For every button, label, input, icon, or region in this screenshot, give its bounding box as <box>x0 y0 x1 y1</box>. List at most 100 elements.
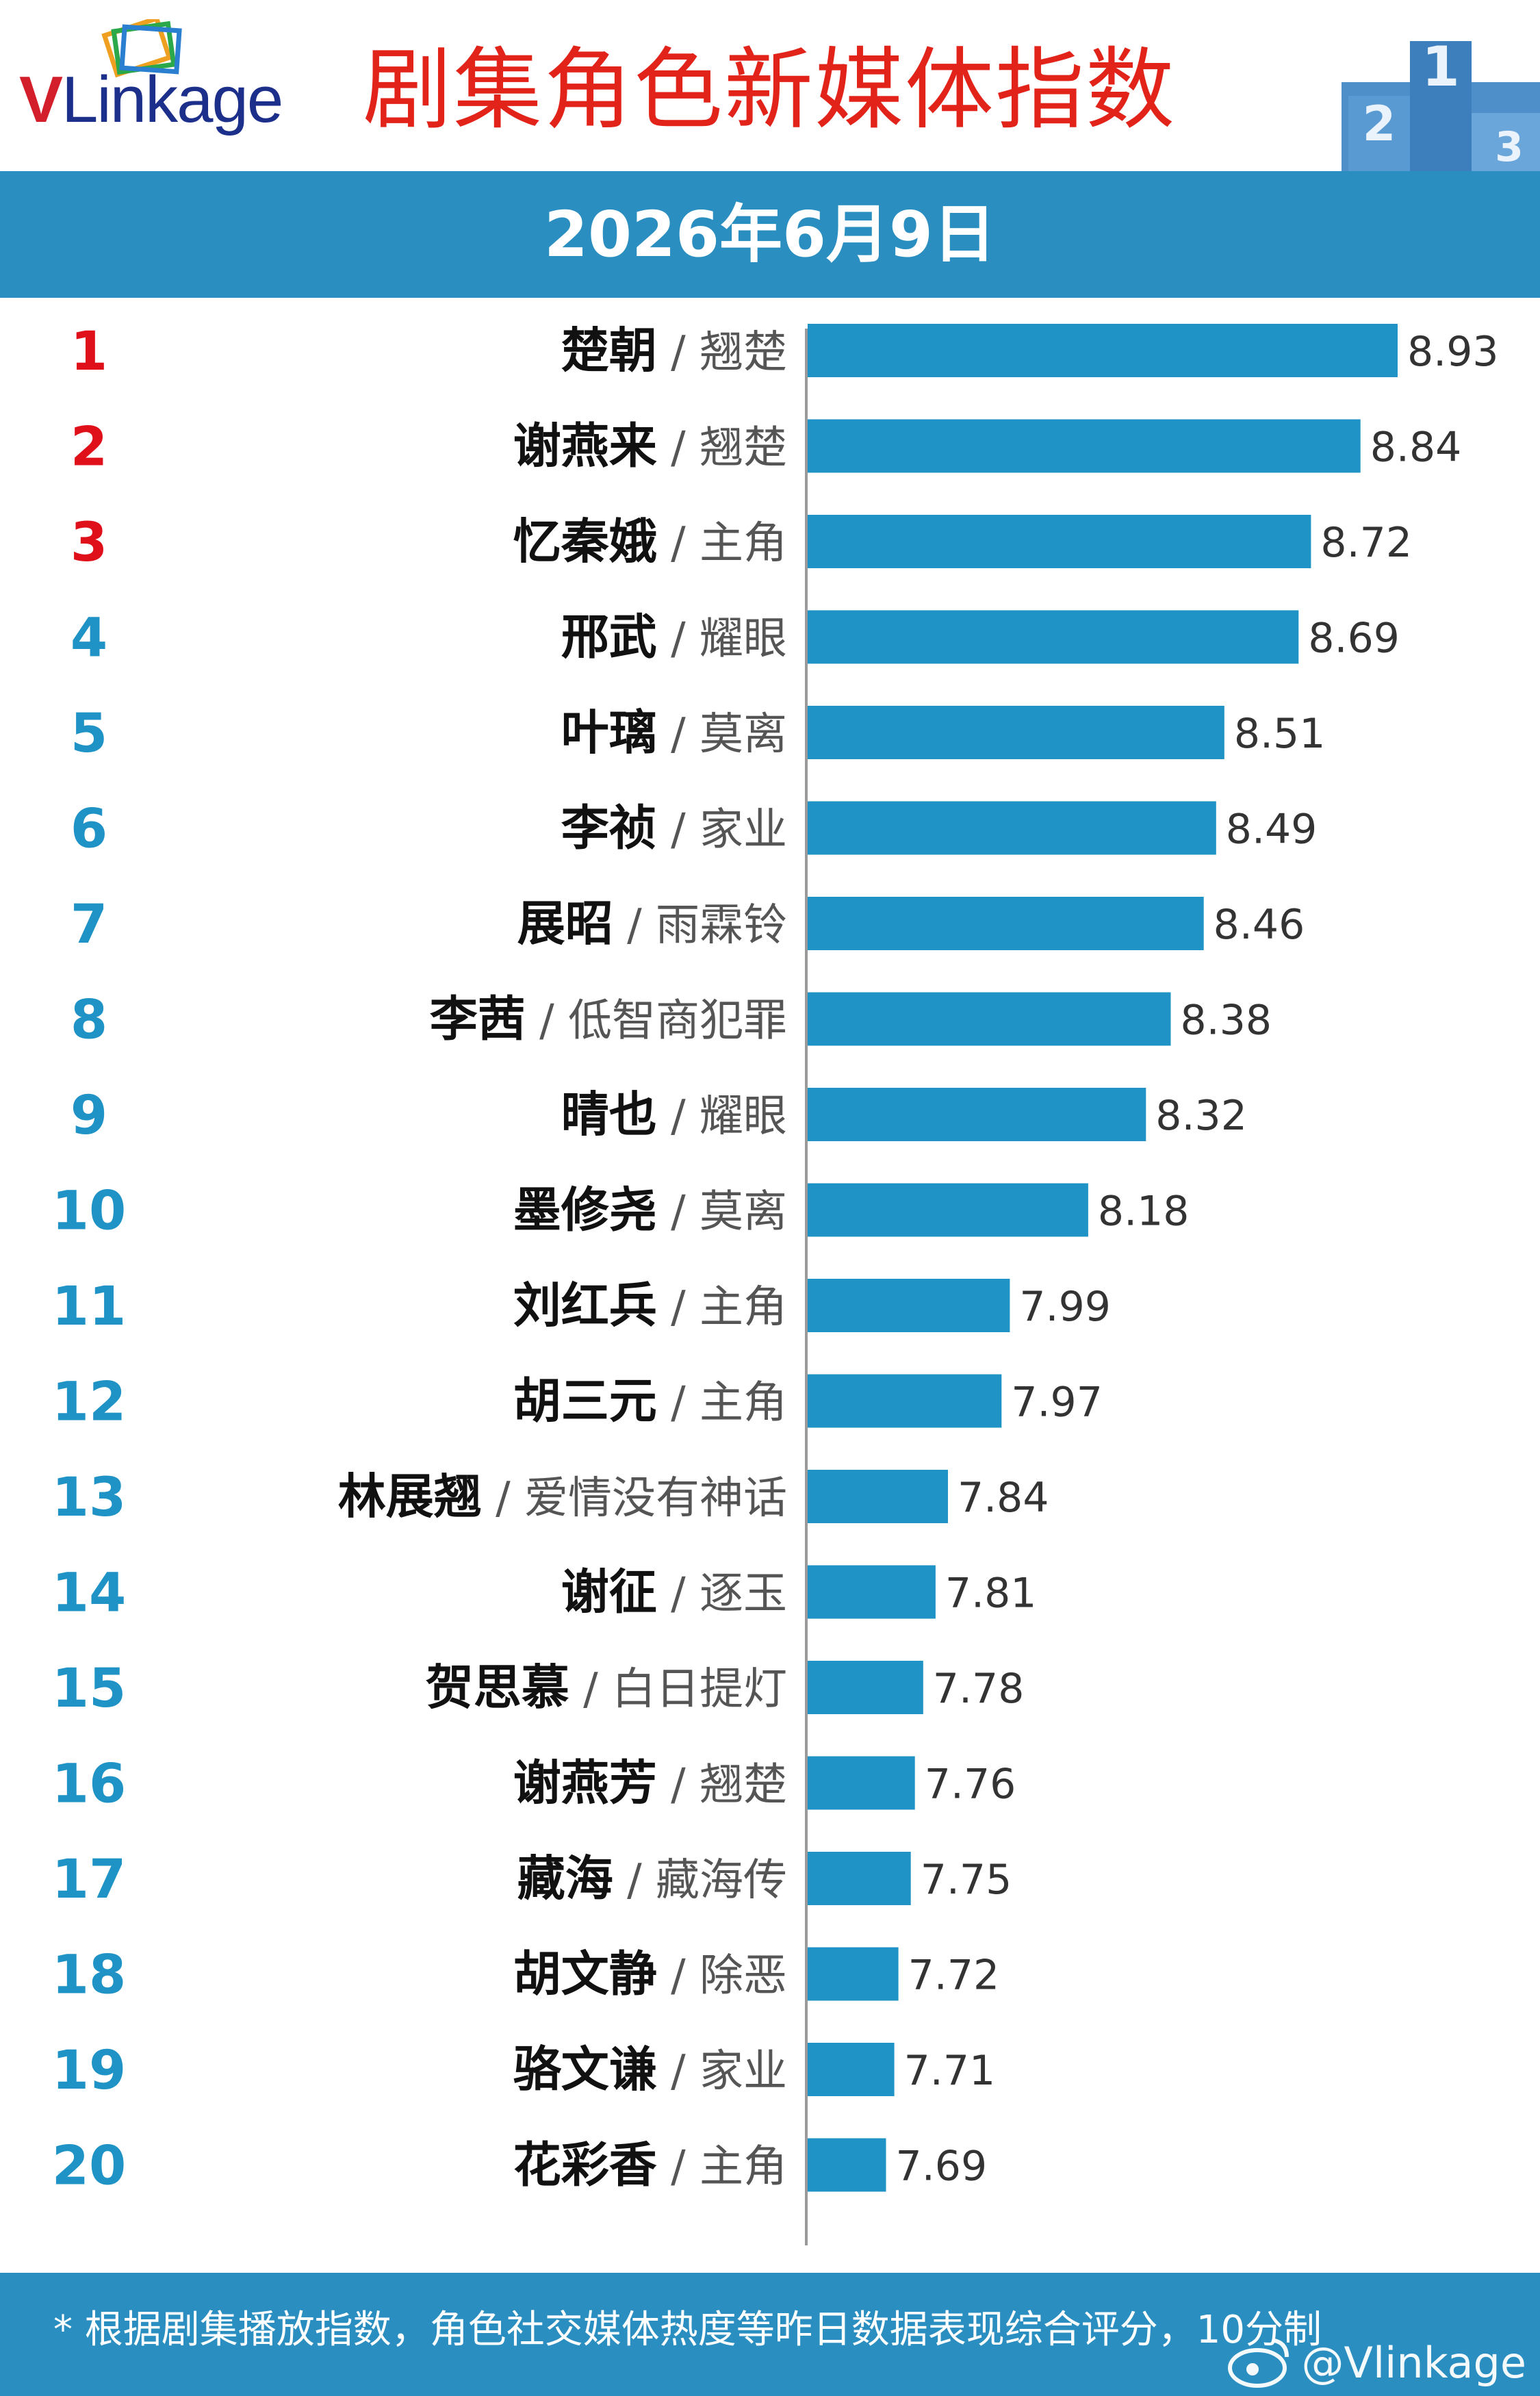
drama-title: / 低智商犯罪 <box>526 996 787 1047</box>
value-label: 7.75 <box>921 1856 1012 1904</box>
rank-label: 7 <box>70 894 107 956</box>
category-label: 胡三元 / 主角 <box>513 1373 787 1429</box>
bar <box>808 515 1311 568</box>
podium-icon: 1 2 3 <box>1342 35 1540 171</box>
rank-label: 8 <box>70 990 107 1052</box>
rank-label: 5 <box>70 703 107 765</box>
value-label: 8.69 <box>1308 615 1400 663</box>
category-label: 楚朝 / 翘楚 <box>561 322 787 379</box>
drama-title: / 家业 <box>657 2046 787 2097</box>
value-label: 8.49 <box>1226 806 1318 854</box>
bar <box>808 1661 923 1714</box>
bar <box>808 1852 911 1905</box>
footer-banner: * 根据剧集播放指数，角色社交媒体热度等昨日数据表现综合评分，10分制 @Vli… <box>0 2273 1540 2396</box>
svg-text:2: 2 <box>1363 96 1396 152</box>
value-label: 7.99 <box>1019 1283 1111 1331</box>
value-label: 8.72 <box>1320 519 1412 567</box>
report-date: 2026年6月9日 <box>543 198 997 271</box>
character-name: 墨修尧 <box>513 1182 657 1238</box>
character-name: 叶璃 <box>561 704 657 761</box>
character-name: 骆文谦 <box>513 2041 657 2098</box>
character-name: 邢武 <box>561 609 657 665</box>
drama-title: / 翘楚 <box>657 327 787 378</box>
character-name: 胡三元 <box>513 1373 657 1429</box>
drama-title: / 逐玉 <box>657 1569 787 1620</box>
category-label: 谢征 / 逐玉 <box>561 1564 787 1620</box>
bar <box>808 1088 1146 1141</box>
value-label: 7.69 <box>896 2143 988 2191</box>
rank-label: 15 <box>52 1658 127 1720</box>
category-label: 展昭 / 雨霖铃 <box>517 895 787 952</box>
weibo-watermark: @Vlinkage <box>1227 2338 1526 2388</box>
rank-label: 17 <box>52 1849 127 1911</box>
character-name: 刘红兵 <box>513 1277 657 1334</box>
value-label: 7.81 <box>945 1570 1037 1618</box>
character-name: 展昭 <box>517 895 613 952</box>
value-label: 8.38 <box>1180 997 1272 1045</box>
drama-title: / 耀眼 <box>657 1091 787 1142</box>
bar <box>808 1374 1002 1428</box>
logo-text: VLinkage <box>19 63 283 136</box>
value-label: 8.93 <box>1407 328 1499 376</box>
bar <box>808 1565 936 1619</box>
drama-title: / 爱情没有神话 <box>482 1473 787 1524</box>
drama-title: / 耀眼 <box>657 614 787 665</box>
value-label: 7.84 <box>958 1474 1049 1522</box>
drama-title: / 雨霖铃 <box>613 900 787 951</box>
category-label: 墨修尧 / 莫离 <box>513 1182 787 1238</box>
rank-label: 13 <box>52 1467 127 1529</box>
weibo-icon <box>1227 2338 1289 2388</box>
value-label: 8.51 <box>1234 710 1326 758</box>
category-label: 晴也 / 耀眼 <box>561 1086 787 1143</box>
watermark-text: @Vlinkage <box>1301 2338 1526 2388</box>
drama-title: / 家业 <box>657 805 787 856</box>
value-label: 8.18 <box>1098 1188 1190 1236</box>
character-name: 谢燕来 <box>513 418 657 474</box>
value-label: 8.46 <box>1214 901 1305 949</box>
drama-title: / 白日提灯 <box>569 1664 787 1715</box>
drama-title: / 藏海传 <box>613 1855 787 1906</box>
category-label: 李茜 / 低智商犯罪 <box>430 991 787 1047</box>
bar <box>808 706 1224 759</box>
category-label: 李祯 / 家业 <box>561 800 787 856</box>
logo-cards-icon <box>101 19 182 78</box>
drama-title: / 除恶 <box>657 1951 787 2002</box>
drama-title: / 主角 <box>657 518 787 569</box>
rank-label: 6 <box>70 799 107 861</box>
rank-label: 1 <box>70 321 107 383</box>
bar <box>808 2043 895 2096</box>
character-name: 胡文静 <box>513 1946 657 2002</box>
footnote: * 根据剧集播放指数，角色社交媒体热度等昨日数据表现综合评分，10分制 <box>53 2308 1322 2352</box>
bar <box>808 610 1299 664</box>
rank-label: 11 <box>52 1276 127 1338</box>
drama-title: / 主角 <box>657 1378 787 1429</box>
bar <box>808 1947 899 2001</box>
bar <box>808 897 1204 950</box>
category-label: 林展翘 / 爱情没有神话 <box>338 1468 787 1525</box>
bar <box>808 1756 915 1810</box>
bar <box>808 1279 1010 1332</box>
page-title: 剧集角色新媒体指数 <box>363 38 1177 142</box>
drama-title: / 莫离 <box>657 709 787 760</box>
bar-chart: 1 楚朝 / 翘楚 8.93 2 谢燕来 / 翘楚 8.84 3 忆秦娥 / 主角 8.72 4 邢… <box>52 321 1499 2245</box>
category-label: 谢燕芳 / 翘楚 <box>513 1755 787 1811</box>
rank-label: 4 <box>70 608 107 670</box>
rank-label: 2 <box>70 417 107 479</box>
category-label: 胡文静 / 除恶 <box>513 1946 787 2002</box>
value-label: 7.76 <box>925 1761 1016 1809</box>
category-label: 忆秦娥 / 主角 <box>513 513 787 570</box>
category-label: 刘红兵 / 主角 <box>513 1277 787 1334</box>
character-name: 忆秦娥 <box>513 513 657 570</box>
character-name: 李祯 <box>561 800 657 856</box>
category-label: 骆文谦 / 家业 <box>513 2041 787 2098</box>
drama-title: / 翘楚 <box>657 1760 787 1811</box>
character-name: 花彩香 <box>513 2137 657 2193</box>
svg-text:3: 3 <box>1495 123 1524 171</box>
rank-label: 20 <box>52 2136 127 2197</box>
bar <box>808 419 1361 473</box>
date-banner: 2026年6月9日 <box>0 171 1540 298</box>
bar <box>808 1470 948 1523</box>
bar <box>808 1183 1088 1237</box>
character-name: 李茜 <box>430 991 526 1047</box>
rank-label: 14 <box>52 1563 127 1624</box>
